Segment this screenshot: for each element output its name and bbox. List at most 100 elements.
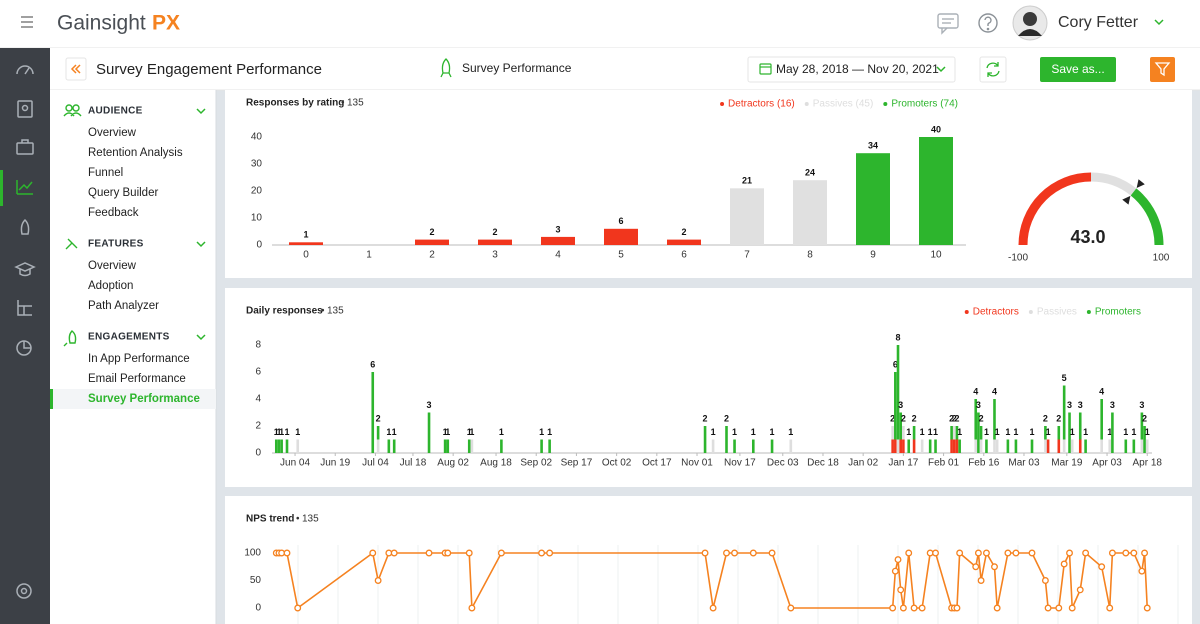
filter-button[interactable] xyxy=(1150,57,1175,82)
bar-segment xyxy=(443,439,447,453)
section-chevron[interactable] xyxy=(196,241,206,248)
section-chevron[interactable] xyxy=(196,108,206,115)
engagement-icon[interactable] xyxy=(20,218,30,235)
save-button[interactable] xyxy=(1040,57,1116,82)
value-label: 2 xyxy=(979,413,984,423)
x-tick-label: Jul 04 xyxy=(362,458,389,469)
x-tick-label: 4 xyxy=(555,250,561,261)
section-title[interactable]: FEATURES xyxy=(88,239,144,250)
help-icon[interactable] xyxy=(978,13,998,33)
nav-item[interactable]: Survey Performance xyxy=(88,393,200,405)
legend-label: Promoters (74) xyxy=(891,99,958,110)
user-name[interactable]: Cory Fetter xyxy=(1058,14,1139,31)
menu-button[interactable] xyxy=(21,16,33,28)
features-icon xyxy=(65,238,78,250)
nav-item[interactable]: Retention Analysis xyxy=(88,147,183,159)
bar xyxy=(541,236,575,245)
sidebar xyxy=(50,90,216,624)
dashboard-icon[interactable] xyxy=(16,65,34,75)
reports-icon[interactable] xyxy=(16,340,32,356)
bar-segment xyxy=(1044,439,1047,453)
gauge-arc xyxy=(1090,172,1137,196)
line-point xyxy=(910,604,918,612)
value-label: 1 xyxy=(933,427,938,437)
card xyxy=(225,288,1192,487)
nav-item[interactable]: Email Performance xyxy=(88,373,186,385)
save-button-label[interactable]: Save as... xyxy=(1051,62,1104,76)
nav-item[interactable]: Path Analyzer xyxy=(88,300,159,312)
nav-item[interactable]: Funnel xyxy=(88,167,123,179)
value-label: 1 xyxy=(711,427,716,437)
bar-segment xyxy=(1057,426,1061,440)
line-point xyxy=(889,604,897,612)
engagements-icon xyxy=(63,330,77,347)
section-chevron[interactable] xyxy=(196,334,206,341)
line-point xyxy=(294,604,302,612)
value-label: 1 xyxy=(788,427,793,437)
legend-marker xyxy=(1028,310,1033,314)
line-point xyxy=(369,549,377,557)
x-tick-label: Oct 17 xyxy=(642,458,672,469)
x-tick-label: Jul 18 xyxy=(400,458,427,469)
date-picker[interactable] xyxy=(747,56,956,83)
page-title: Survey Engagement Performance xyxy=(96,61,322,78)
bar-segment xyxy=(920,439,924,453)
y-tick-label: 20 xyxy=(251,186,263,197)
line-point xyxy=(283,549,291,557)
x-tick-label: 7 xyxy=(744,250,750,261)
settings-icon[interactable] xyxy=(16,583,32,599)
bar-segment xyxy=(979,426,983,440)
chart-title: Responses by rating xyxy=(246,98,344,109)
x-tick-label: Mar 03 xyxy=(1008,458,1040,469)
bar-segment xyxy=(1062,385,1066,440)
bar-segment xyxy=(376,426,380,440)
value-label: 2 xyxy=(949,413,954,423)
x-tick-label: 8 xyxy=(807,250,813,261)
chart-total: 135 xyxy=(327,306,344,317)
section-title[interactable]: ENGAGEMENTS xyxy=(88,332,170,343)
section-title[interactable]: AUDIENCE xyxy=(88,106,143,117)
refresh-button[interactable] xyxy=(979,56,1007,83)
nav-item[interactable]: In App Performance xyxy=(88,353,190,365)
user-menu-chevron[interactable] xyxy=(1154,19,1164,26)
bar-segment xyxy=(896,345,900,440)
x-tick-label: Mar 19 xyxy=(1051,458,1083,469)
value-label: 1 xyxy=(392,427,397,437)
logo[interactable]: Gainsight xyxy=(57,12,146,35)
chart-total: 135 xyxy=(347,98,364,109)
bar-segment xyxy=(540,439,543,453)
kb-icon[interactable] xyxy=(14,262,36,277)
line-point xyxy=(1004,549,1012,557)
nav-item[interactable]: Overview xyxy=(88,260,137,272)
survey-icon[interactable] xyxy=(17,100,33,118)
bar-segment xyxy=(1140,439,1144,453)
nav-item[interactable]: Query Builder xyxy=(88,187,158,199)
calendar-icon xyxy=(759,63,772,75)
date-range[interactable]: May 28, 2018 — Nov 20, 2021 xyxy=(776,62,939,76)
y-tick-label: 6 xyxy=(255,367,261,378)
bar-segment xyxy=(470,439,474,453)
chat-icon[interactable] xyxy=(937,13,959,35)
logo-accent[interactable]: PX xyxy=(152,12,180,35)
nav-item[interactable]: Feedback xyxy=(88,207,139,219)
line-point xyxy=(1098,563,1106,571)
avatar[interactable] xyxy=(1012,5,1048,41)
briefcase-icon[interactable] xyxy=(16,139,34,155)
nav-item[interactable]: Adoption xyxy=(88,280,133,292)
value-label: 1 xyxy=(1107,427,1112,437)
value-label: 1 xyxy=(539,427,544,437)
x-tick-label: Aug 18 xyxy=(480,458,512,469)
top-bar xyxy=(0,0,1200,48)
value-label: 1 xyxy=(1083,427,1088,437)
chart-title: Daily responses xyxy=(246,306,323,317)
nav-item[interactable]: Overview xyxy=(88,127,137,139)
value-label: 1 xyxy=(443,427,448,437)
y-tick-label: 0 xyxy=(256,240,262,251)
audience-icon xyxy=(63,104,82,117)
paths-icon[interactable] xyxy=(17,300,32,316)
bar-segment xyxy=(894,372,897,440)
y-tick-label: 4 xyxy=(255,394,261,405)
analytics-icon[interactable] xyxy=(16,180,33,195)
bar-segment xyxy=(277,439,281,453)
bar-segment xyxy=(899,412,902,440)
